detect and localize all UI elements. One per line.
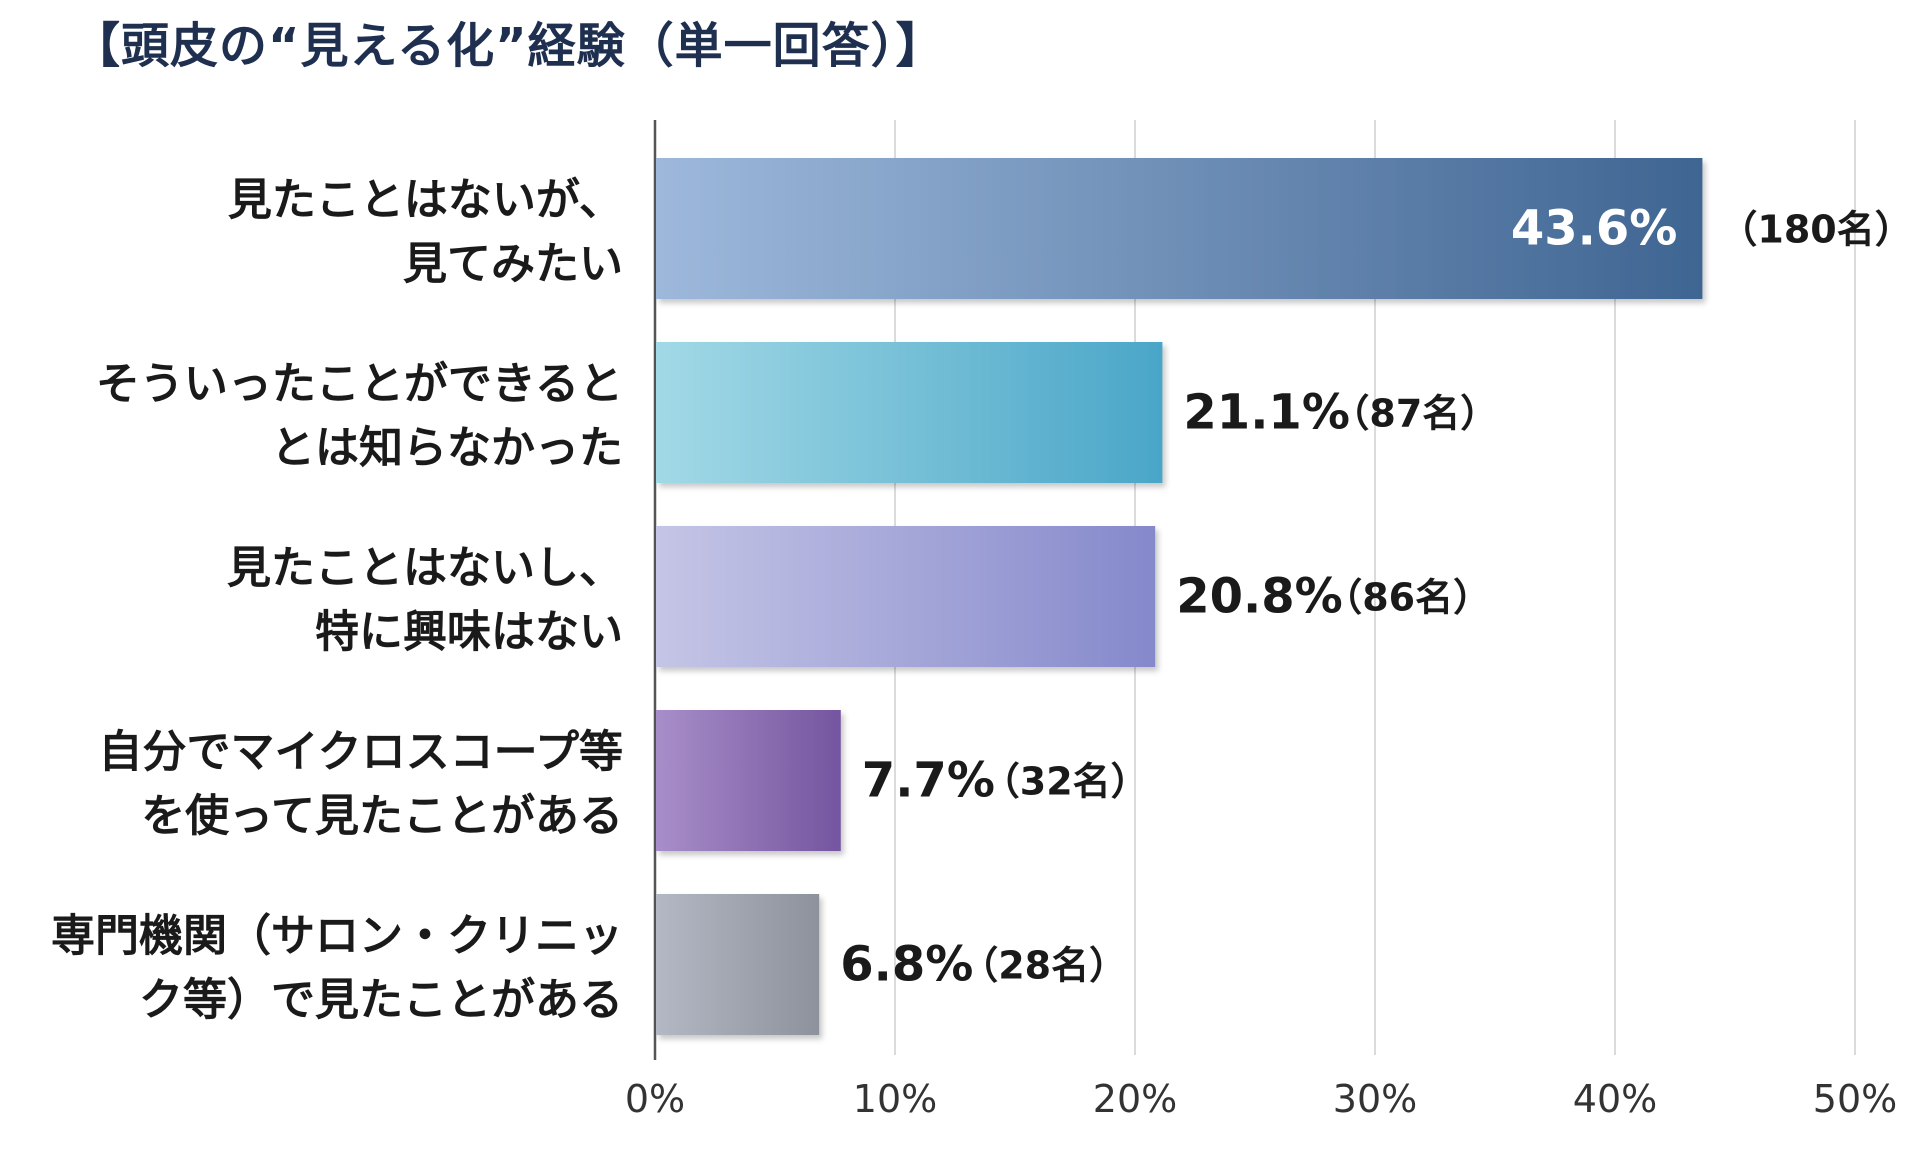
category-label: 見てみたい	[403, 239, 623, 290]
bar	[656, 526, 1156, 667]
category-label: 見たことはないし、	[227, 543, 623, 594]
bar	[656, 894, 820, 1035]
x-tick-label: 0%	[625, 1077, 685, 1121]
category-label: ク等）で見たことがある	[139, 975, 623, 1026]
count-label: （87名）	[1331, 392, 1498, 436]
category-label: 特に興味はない	[315, 607, 623, 658]
x-tick-label: 20%	[1093, 1077, 1177, 1121]
category-label: そういったことができると	[96, 359, 623, 410]
x-tick-label: 40%	[1573, 1077, 1657, 1121]
data-label: 20.8%	[1176, 569, 1343, 625]
count-label: （28名）	[960, 944, 1127, 988]
category-label: とは知らなかった	[271, 423, 623, 474]
x-tick-label: 30%	[1333, 1077, 1417, 1121]
count-label: （180名）	[1719, 208, 1912, 252]
data-label: 6.8%	[840, 937, 973, 993]
category-label: 見たことはないが、	[228, 175, 623, 226]
data-label: 43.6%	[1511, 201, 1678, 257]
category-label: 専門機関（サロン・クリニッ	[51, 911, 623, 962]
category-label: 自分でマイクロスコープ等	[99, 727, 623, 778]
bar	[656, 710, 841, 851]
count-label: （86名）	[1324, 576, 1491, 620]
x-tick-label: 50%	[1813, 1077, 1897, 1121]
data-label: 21.1%	[1183, 385, 1350, 441]
category-label: を使って見たことがある	[141, 791, 623, 842]
x-tick-label: 10%	[853, 1077, 937, 1121]
data-label: 7.7%	[862, 753, 995, 809]
chart-title: 【頭皮の“見える化”経験（単一回答）】	[72, 18, 945, 74]
count-label: （32名）	[982, 760, 1149, 804]
bar	[656, 342, 1163, 483]
bar	[656, 158, 1703, 299]
